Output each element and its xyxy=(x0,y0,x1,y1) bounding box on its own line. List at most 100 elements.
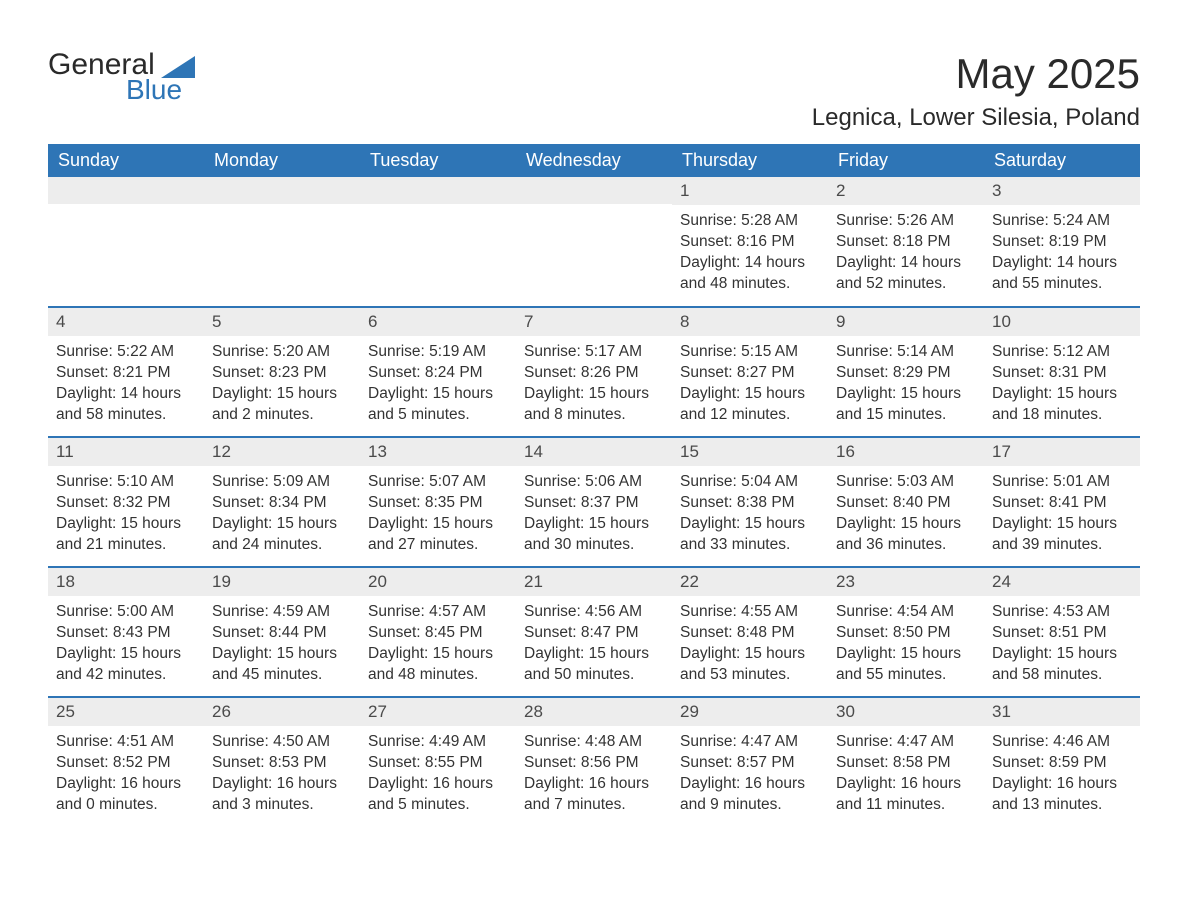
day-number: 14 xyxy=(516,438,672,466)
sunrise-line-value: 4:57 AM xyxy=(429,603,486,620)
empty-day-number xyxy=(360,177,516,204)
daylight-line-label: Daylight: xyxy=(368,385,433,402)
sunrise-line-label: Sunrise: xyxy=(524,343,585,360)
calendar-cell: 27Sunrise: 4:49 AMSunset: 8:55 PMDayligh… xyxy=(360,697,516,827)
calendar-body: 1Sunrise: 5:28 AMSunset: 8:16 PMDaylight… xyxy=(48,177,1140,827)
day-number: 1 xyxy=(672,177,828,205)
sunset-line: Sunset: 8:35 PM xyxy=(368,493,508,514)
sunset-line-label: Sunset: xyxy=(680,233,737,250)
daylight-line: Daylight: 16 hours and 13 minutes. xyxy=(992,774,1132,816)
sunset-line: Sunset: 8:43 PM xyxy=(56,623,196,644)
sunset-line-value: 8:48 PM xyxy=(737,624,795,641)
sunrise-line: Sunrise: 5:10 AM xyxy=(56,472,196,493)
daylight-line: Daylight: 15 hours and 36 minutes. xyxy=(836,514,976,556)
weekday-header: Sunday xyxy=(48,144,204,177)
day-number: 18 xyxy=(48,568,204,596)
day-details: Sunrise: 5:20 AMSunset: 8:23 PMDaylight:… xyxy=(204,336,360,432)
sunset-line: Sunset: 8:44 PM xyxy=(212,623,352,644)
calendar-cell: 5Sunrise: 5:20 AMSunset: 8:23 PMDaylight… xyxy=(204,307,360,437)
title-block: May 2025 Legnica, Lower Silesia, Poland xyxy=(812,40,1140,144)
header-row: General Blue May 2025 Legnica, Lower Sil… xyxy=(48,40,1140,144)
daylight-line: Daylight: 15 hours and 45 minutes. xyxy=(212,644,352,686)
sunset-line-value: 8:57 PM xyxy=(737,754,795,771)
sunrise-line-label: Sunrise: xyxy=(992,212,1053,229)
sunrise-line-value: 5:03 AM xyxy=(897,473,954,490)
sunrise-line: Sunrise: 4:47 AM xyxy=(680,732,820,753)
daylight-line: Daylight: 15 hours and 15 minutes. xyxy=(836,384,976,426)
weekday-header: Saturday xyxy=(984,144,1140,177)
day-number: 19 xyxy=(204,568,360,596)
day-number: 11 xyxy=(48,438,204,466)
day-number: 10 xyxy=(984,308,1140,336)
sunset-line-value: 8:21 PM xyxy=(113,364,171,381)
sunset-line-label: Sunset: xyxy=(368,624,425,641)
sunset-line-value: 8:51 PM xyxy=(1049,624,1107,641)
sunrise-line-value: 5:12 AM xyxy=(1053,343,1110,360)
weekday-header: Monday xyxy=(204,144,360,177)
sunrise-line-value: 5:09 AM xyxy=(273,473,330,490)
sunset-line: Sunset: 8:48 PM xyxy=(680,623,820,644)
day-number: 20 xyxy=(360,568,516,596)
sunrise-line-value: 5:20 AM xyxy=(273,343,330,360)
day-number: 17 xyxy=(984,438,1140,466)
sunrise-line-value: 5:06 AM xyxy=(585,473,642,490)
calendar-cell xyxy=(360,177,516,307)
sunrise-line-label: Sunrise: xyxy=(56,473,117,490)
sunrise-line: Sunrise: 5:19 AM xyxy=(368,342,508,363)
daylight-line: Daylight: 14 hours and 55 minutes. xyxy=(992,253,1132,295)
sunrise-line-label: Sunrise: xyxy=(56,343,117,360)
sunrise-line-value: 5:14 AM xyxy=(897,343,954,360)
day-details: Sunrise: 5:17 AMSunset: 8:26 PMDaylight:… xyxy=(516,336,672,432)
sunset-line-value: 8:35 PM xyxy=(425,494,483,511)
sunset-line-label: Sunset: xyxy=(212,754,269,771)
day-details: Sunrise: 5:09 AMSunset: 8:34 PMDaylight:… xyxy=(204,466,360,562)
calendar-cell: 26Sunrise: 4:50 AMSunset: 8:53 PMDayligh… xyxy=(204,697,360,827)
empty-day-number xyxy=(204,177,360,204)
sunset-line-label: Sunset: xyxy=(992,364,1049,381)
sunset-line-value: 8:43 PM xyxy=(113,624,171,641)
sunrise-line-label: Sunrise: xyxy=(836,212,897,229)
sunrise-line-label: Sunrise: xyxy=(524,473,585,490)
calendar-cell: 23Sunrise: 4:54 AMSunset: 8:50 PMDayligh… xyxy=(828,567,984,697)
daylight-line: Daylight: 15 hours and 12 minutes. xyxy=(680,384,820,426)
sunrise-line-label: Sunrise: xyxy=(836,343,897,360)
location-label: Legnica, Lower Silesia, Poland xyxy=(812,104,1140,132)
sunset-line-value: 8:38 PM xyxy=(737,494,795,511)
sunset-line-label: Sunset: xyxy=(836,233,893,250)
sunrise-line-value: 5:00 AM xyxy=(117,603,174,620)
weekday-header-row: Sunday Monday Tuesday Wednesday Thursday… xyxy=(48,144,1140,177)
calendar-week-row: 18 Sunrise: 5:00 AM Sunset: 8:43 PM Dayligh… xyxy=(48,567,1140,697)
sunset-line-value: 8:32 PM xyxy=(113,494,171,511)
sunrise-line-value: 4:46 AM xyxy=(1053,733,1110,750)
daylight-line: Daylight: 16 hours and 3 minutes. xyxy=(212,774,352,816)
day-details: Sunrise: 4:47 AMSunset: 8:58 PMDaylight:… xyxy=(828,726,984,822)
sunrise-line-value: 5:07 AM xyxy=(429,473,486,490)
daylight-line: Daylight: 15 hours and 55 minutes. xyxy=(836,644,976,686)
calendar-cell xyxy=(516,177,672,307)
calendar-cell: 31Sunrise: 4:46 AMSunset: 8:59 PMDayligh… xyxy=(984,697,1140,827)
sunset-line-label: Sunset: xyxy=(680,364,737,381)
sunset-line-label: Sunset: xyxy=(680,624,737,641)
sunrise-line: Sunrise: 4:54 AM xyxy=(836,602,976,623)
day-details: Sunrise: 4:56 AMSunset: 8:47 PMDaylight:… xyxy=(516,596,672,692)
day-number: 29 xyxy=(672,698,828,726)
sunrise-line: Sunrise: 4:57 AM xyxy=(368,602,508,623)
day-number: 30 xyxy=(828,698,984,726)
day-number: 3 xyxy=(984,177,1140,205)
sunrise-line-value: 5:19 AM xyxy=(429,343,486,360)
daylight-line: Daylight: 15 hours and 48 minutes. xyxy=(368,644,508,686)
calendar-cell: 10Sunrise: 5:12 AMSunset: 8:31 PMDayligh… xyxy=(984,307,1140,437)
sunset-line: Sunset: 8:45 PM xyxy=(368,623,508,644)
calendar-cell xyxy=(204,177,360,307)
day-details: Sunrise: 5:14 AMSunset: 8:29 PMDaylight:… xyxy=(828,336,984,432)
sunset-line: Sunset: 8:38 PM xyxy=(680,493,820,514)
sunset-line-value: 8:58 PM xyxy=(893,754,951,771)
day-number: 6 xyxy=(360,308,516,336)
sunrise-line: Sunrise: 5:01 AM xyxy=(992,472,1132,493)
day-number: 7 xyxy=(516,308,672,336)
sunset-line: Sunset: 8:32 PM xyxy=(56,493,196,514)
sunrise-line-label: Sunrise: xyxy=(524,603,585,620)
day-details: Sunrise: 4:47 AMSunset: 8:57 PMDaylight:… xyxy=(672,726,828,822)
weekday-header: Tuesday xyxy=(360,144,516,177)
sunrise-line: Sunrise: 5:26 AM xyxy=(836,211,976,232)
